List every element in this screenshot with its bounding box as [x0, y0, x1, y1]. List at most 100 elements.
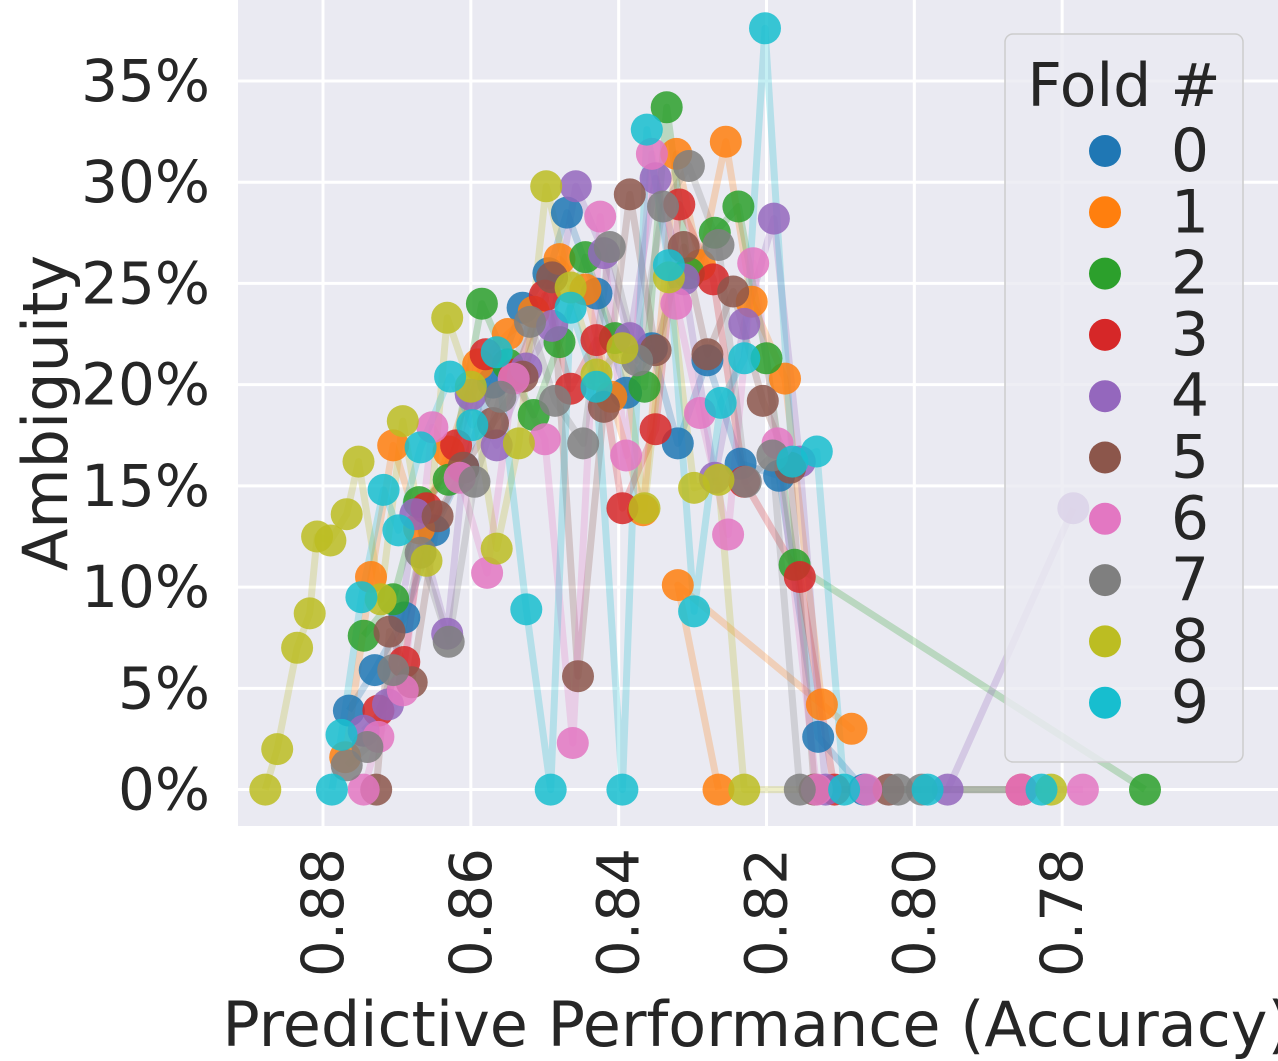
data-point-fold-6 — [528, 423, 561, 456]
data-point-fold-2 — [628, 370, 661, 403]
data-point-fold-9 — [510, 593, 543, 626]
legend-label-9: 9 — [1171, 668, 1209, 738]
data-point-fold-2 — [650, 91, 683, 124]
data-point-fold-9 — [606, 773, 639, 806]
x-tick-label: 0.86 — [437, 848, 505, 977]
data-point-fold-9 — [325, 718, 358, 751]
legend-marker-4 — [1089, 380, 1121, 413]
data-point-fold-6 — [584, 200, 617, 233]
data-point-fold-9 — [456, 409, 489, 442]
data-point-fold-1 — [709, 125, 742, 158]
y-tick-label: 15% — [81, 452, 210, 520]
data-point-fold-8 — [728, 773, 761, 806]
data-point-fold-9 — [554, 291, 587, 324]
data-point-fold-7 — [484, 380, 517, 413]
data-point-fold-6 — [610, 439, 643, 472]
legend-label-6: 6 — [1171, 484, 1209, 554]
data-point-fold-8 — [678, 471, 711, 504]
x-tick-label: 0.84 — [585, 848, 653, 977]
y-tick-label: 35% — [81, 47, 210, 115]
data-point-fold-8 — [386, 405, 419, 438]
data-point-fold-9 — [911, 773, 944, 806]
data-point-fold-5 — [746, 384, 779, 417]
data-point-fold-3 — [580, 324, 613, 357]
data-point-fold-9 — [367, 473, 400, 506]
data-point-fold-8 — [330, 498, 363, 531]
data-point-fold-8 — [261, 733, 294, 766]
data-point-fold-2 — [465, 287, 498, 320]
x-tick-labels: 0.88 0.86 0.84 0.82 0.80 0.78 — [289, 848, 1096, 977]
data-point-fold-8 — [249, 773, 282, 806]
x-tick-label: 0.88 — [289, 848, 357, 977]
data-point-fold-9 — [749, 12, 781, 45]
data-point-fold-8 — [606, 332, 639, 365]
data-point-fold-7 — [458, 465, 491, 498]
data-point-fold-2 — [347, 619, 380, 652]
y-tick-label: 0% — [118, 756, 210, 824]
x-axis-title: Predictive Performance (Accuracy) — [222, 988, 1278, 1061]
data-point-fold-7 — [729, 465, 762, 498]
data-point-fold-6 — [556, 727, 589, 759]
data-point-fold-9 — [652, 249, 685, 282]
legend-marker-7 — [1089, 564, 1121, 597]
y-tick-label: 30% — [81, 148, 210, 216]
legend-marker-8 — [1089, 625, 1121, 658]
series-line-4 — [361, 174, 1077, 794]
x-tick-label: 0.82 — [733, 848, 801, 977]
data-point-fold-8 — [314, 524, 347, 557]
legend-label-2: 2 — [1171, 239, 1209, 309]
legend-title: Fold # — [1027, 51, 1220, 121]
data-point-fold-8 — [530, 170, 563, 203]
data-point-fold-9 — [315, 773, 348, 806]
data-point-fold-7 — [330, 749, 363, 782]
data-point-fold-7 — [647, 190, 679, 223]
data-point-fold-2 — [722, 190, 755, 223]
y-tick-label: 5% — [118, 654, 210, 722]
data-point-fold-3 — [639, 413, 672, 446]
data-point-fold-1 — [377, 429, 410, 462]
legend-marker-0 — [1089, 135, 1121, 167]
data-point-fold-2 — [1129, 773, 1161, 806]
data-point-fold-9 — [828, 773, 861, 806]
data-point-fold-6 — [712, 518, 745, 551]
data-point-fold-0 — [802, 720, 835, 753]
legend-box — [1004, 33, 1244, 763]
data-point-fold-3 — [606, 492, 639, 525]
data-point-fold-6 — [347, 773, 380, 806]
data-point-fold-7 — [702, 229, 735, 261]
data-point-fold-9 — [1025, 773, 1058, 806]
data-point-fold-5 — [421, 500, 454, 533]
legend-label-4: 4 — [1171, 361, 1209, 431]
data-point-fold-9 — [580, 370, 613, 403]
data-point-fold-6 — [660, 287, 693, 320]
legend-label-3: 3 — [1171, 300, 1209, 370]
data-point-fold-9 — [404, 431, 437, 464]
data-point-fold-9 — [382, 514, 415, 547]
data-point-fold-1 — [769, 362, 801, 395]
data-point-fold-5 — [717, 275, 750, 308]
data-point-fold-4 — [728, 307, 761, 340]
legend-label-0: 0 — [1171, 116, 1209, 186]
data-point-fold-1 — [835, 712, 868, 745]
legend-marker-2 — [1089, 257, 1121, 290]
data-point-fold-8 — [342, 445, 375, 478]
legend-marker-5 — [1089, 441, 1121, 474]
data-point-fold-1 — [661, 569, 694, 602]
x-tick-label: 0.80 — [880, 848, 948, 977]
data-point-fold-7 — [882, 773, 915, 806]
data-point-fold-7 — [539, 384, 572, 417]
data-point-fold-7 — [514, 305, 546, 338]
data-point-fold-9 — [534, 773, 567, 806]
data-point-fold-7 — [567, 427, 600, 460]
data-point-fold-5 — [562, 660, 594, 693]
data-point-fold-8 — [431, 301, 464, 334]
y-tick-label: 20% — [81, 351, 210, 419]
y-tick-label: 25% — [81, 249, 210, 317]
data-point-fold-8 — [702, 463, 735, 496]
data-point-fold-7 — [351, 731, 384, 763]
data-point-fold-5 — [373, 615, 406, 648]
data-point-fold-5 — [691, 338, 724, 371]
